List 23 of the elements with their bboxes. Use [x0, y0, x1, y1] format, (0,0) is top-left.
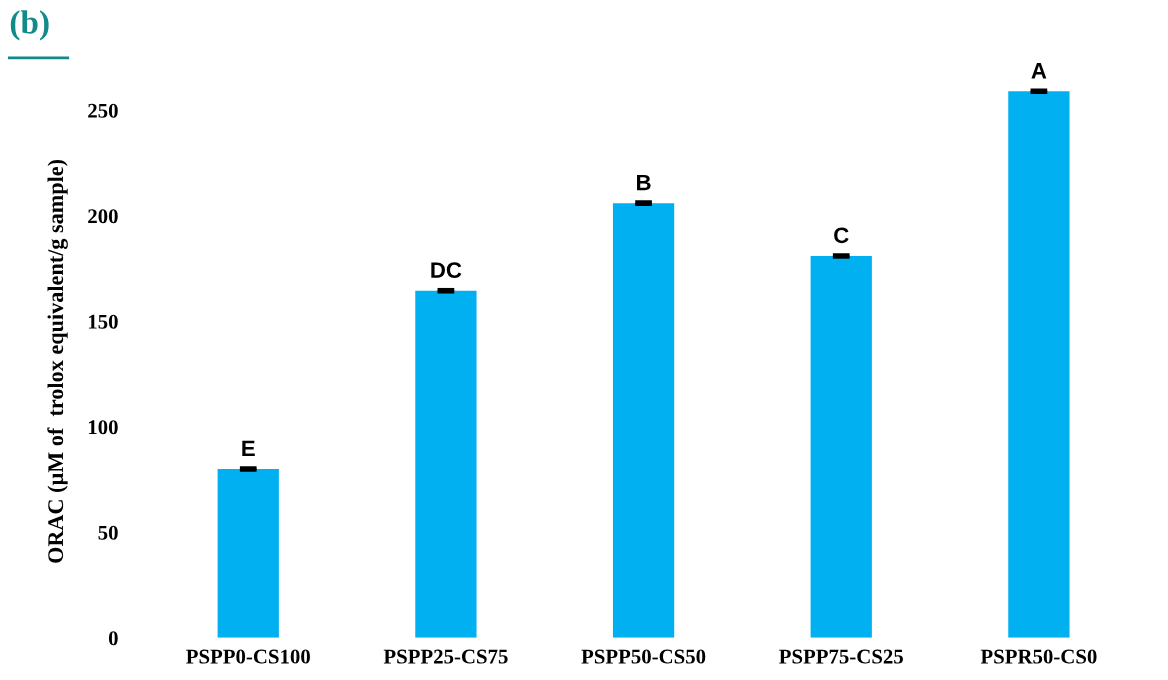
y-tick-label: 100 [88, 420, 118, 435]
y-axis-title: ORAC (µM of trolox equivalent/g sample) [47, 159, 68, 563]
annotation: B [637, 174, 651, 191]
annotation: E [242, 440, 255, 457]
bar [415, 290, 477, 638]
bar [1008, 91, 1070, 638]
y-tick-label: 150 [88, 314, 118, 329]
bar [217, 469, 279, 638]
y-tick-label: 200 [88, 209, 118, 224]
annotation: DC [431, 262, 462, 279]
y-tick-label: 0 [108, 631, 118, 646]
x-tick-label: PSPP75-CS25 [779, 649, 903, 664]
y-tick-label: 50 [98, 525, 118, 540]
x-tick-label: PSPP50-CS50 [581, 649, 706, 664]
y-tick-label: 250 [88, 103, 118, 118]
bar [810, 255, 872, 638]
x-tick-label: PSPR50-CS0 [980, 649, 1097, 664]
x-tick-label: PSPP0-CS100 [186, 649, 310, 664]
annotation: A [1031, 63, 1047, 79]
annotation: C [834, 227, 849, 244]
bar [612, 203, 675, 638]
x-tick-label: PSPP25-CS75 [383, 649, 508, 664]
chart-title: (b) [10, 10, 49, 41]
